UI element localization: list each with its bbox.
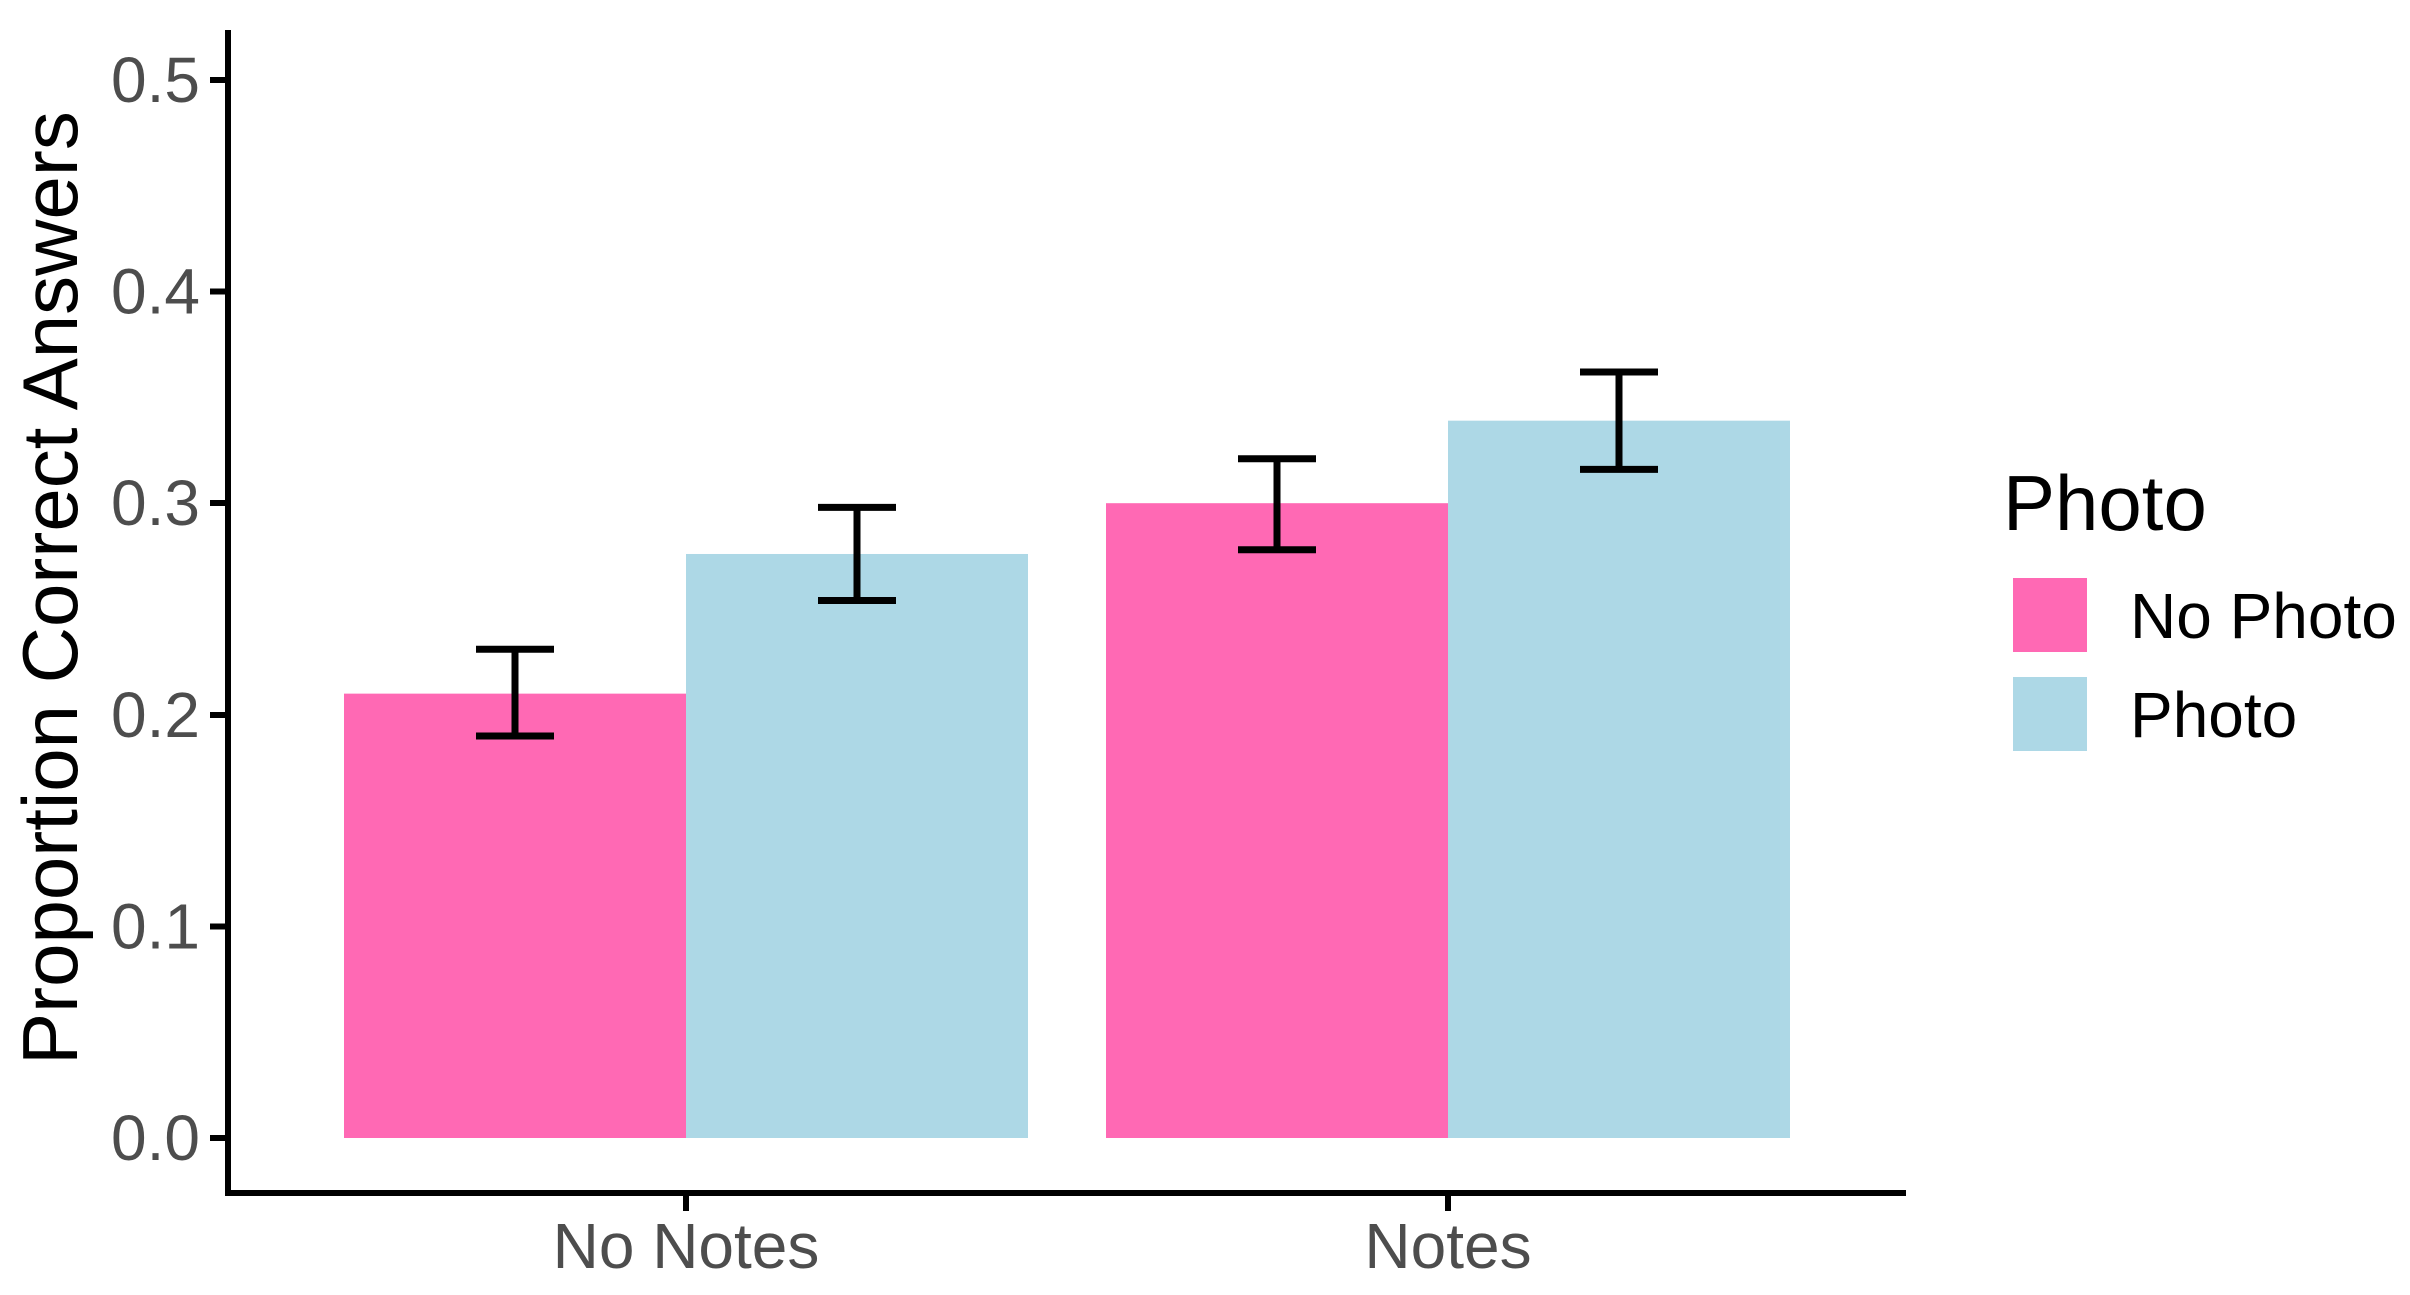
legend-key-photo	[2013, 677, 2087, 751]
y-tick-label-0.4: 0.4	[111, 256, 200, 328]
bar-no-notes-no-photo	[344, 693, 686, 1138]
bars-group	[344, 420, 1790, 1138]
bar-notes-photo	[1448, 420, 1790, 1138]
y-tick-label-0.5: 0.5	[111, 44, 200, 116]
x-tick-label-no-notes: No Notes	[553, 1210, 820, 1282]
error-bar-notes-no-photo	[1238, 455, 1316, 554]
error-bar-no-notes-no-photo	[476, 645, 554, 740]
bar-notes-no-photo	[1106, 503, 1448, 1138]
y-tick-label-0.3: 0.3	[111, 467, 200, 539]
x-axis-group: No Notes Notes	[553, 1193, 1532, 1282]
legend-title: Photo	[2003, 459, 2207, 547]
y-axis-title: Proportion Correct Answers	[6, 111, 94, 1065]
legend-label-photo: Photo	[2130, 679, 2297, 751]
legend-label-no-photo: No Photo	[2130, 580, 2397, 652]
x-tick-label-notes: Notes	[1364, 1210, 1531, 1282]
error-bar-no-notes-photo	[818, 503, 896, 605]
y-axis-group: 0.0 0.1 0.2 0.3 0.4 0.5	[111, 44, 228, 1174]
legend: Photo No Photo Photo	[2003, 459, 2397, 751]
y-tick-label-0.0: 0.0	[111, 1102, 200, 1174]
error-bars-group	[476, 368, 1658, 740]
legend-key-no-photo	[2013, 578, 2087, 652]
y-tick-label-0.2: 0.2	[111, 679, 200, 751]
y-tick-label-0.1: 0.1	[111, 890, 200, 962]
error-bar-notes-photo	[1580, 368, 1658, 473]
bar-no-notes-photo	[686, 553, 1028, 1138]
